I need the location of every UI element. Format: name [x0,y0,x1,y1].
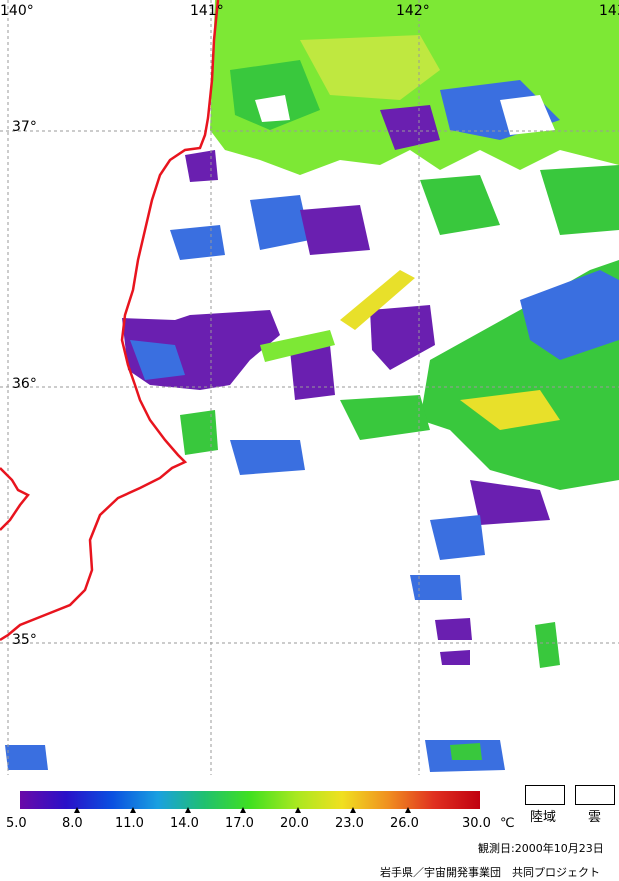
lat-label-35: 35° [12,632,37,648]
unit-label: ℃ [500,816,515,831]
lon-label-140: 140° [0,3,34,19]
tick-20: 20.0 [280,816,309,831]
cloud-legend-label: 雲 [588,810,602,825]
tick-14: 14.0 [170,816,199,831]
colorbar-tick-marks [74,807,411,813]
graticule [0,0,619,775]
tick-30: 30.0 [462,816,491,831]
temperature-colorbar [20,791,480,809]
tick-17: 17.0 [225,816,254,831]
observation-date: 観測日:2000年10月23日 [478,842,604,855]
credit-line: 岩手県／宇宙開発事業団 共同プロジェクト [380,866,600,879]
coastline-inlet [0,467,30,531]
lat-label-37: 37° [12,119,37,135]
sea-surface-temperature-map [0,0,619,775]
tick-11: 11.0 [115,816,144,831]
cloud-legend-swatch [575,785,615,805]
tick-26: 26.0 [390,816,419,831]
lon-label-142: 142° [396,3,430,19]
tick-5: 5.0 [6,816,27,831]
lon-label-141: 141° [190,3,224,19]
tick-23: 23.0 [335,816,364,831]
coastline [0,0,220,642]
land-legend-label: 陸域 [530,810,557,825]
lon-label-143: 143° [599,4,619,18]
lat-label-36: 36° [12,376,37,392]
land-legend-swatch [525,785,565,805]
tick-8: 8.0 [62,816,83,831]
